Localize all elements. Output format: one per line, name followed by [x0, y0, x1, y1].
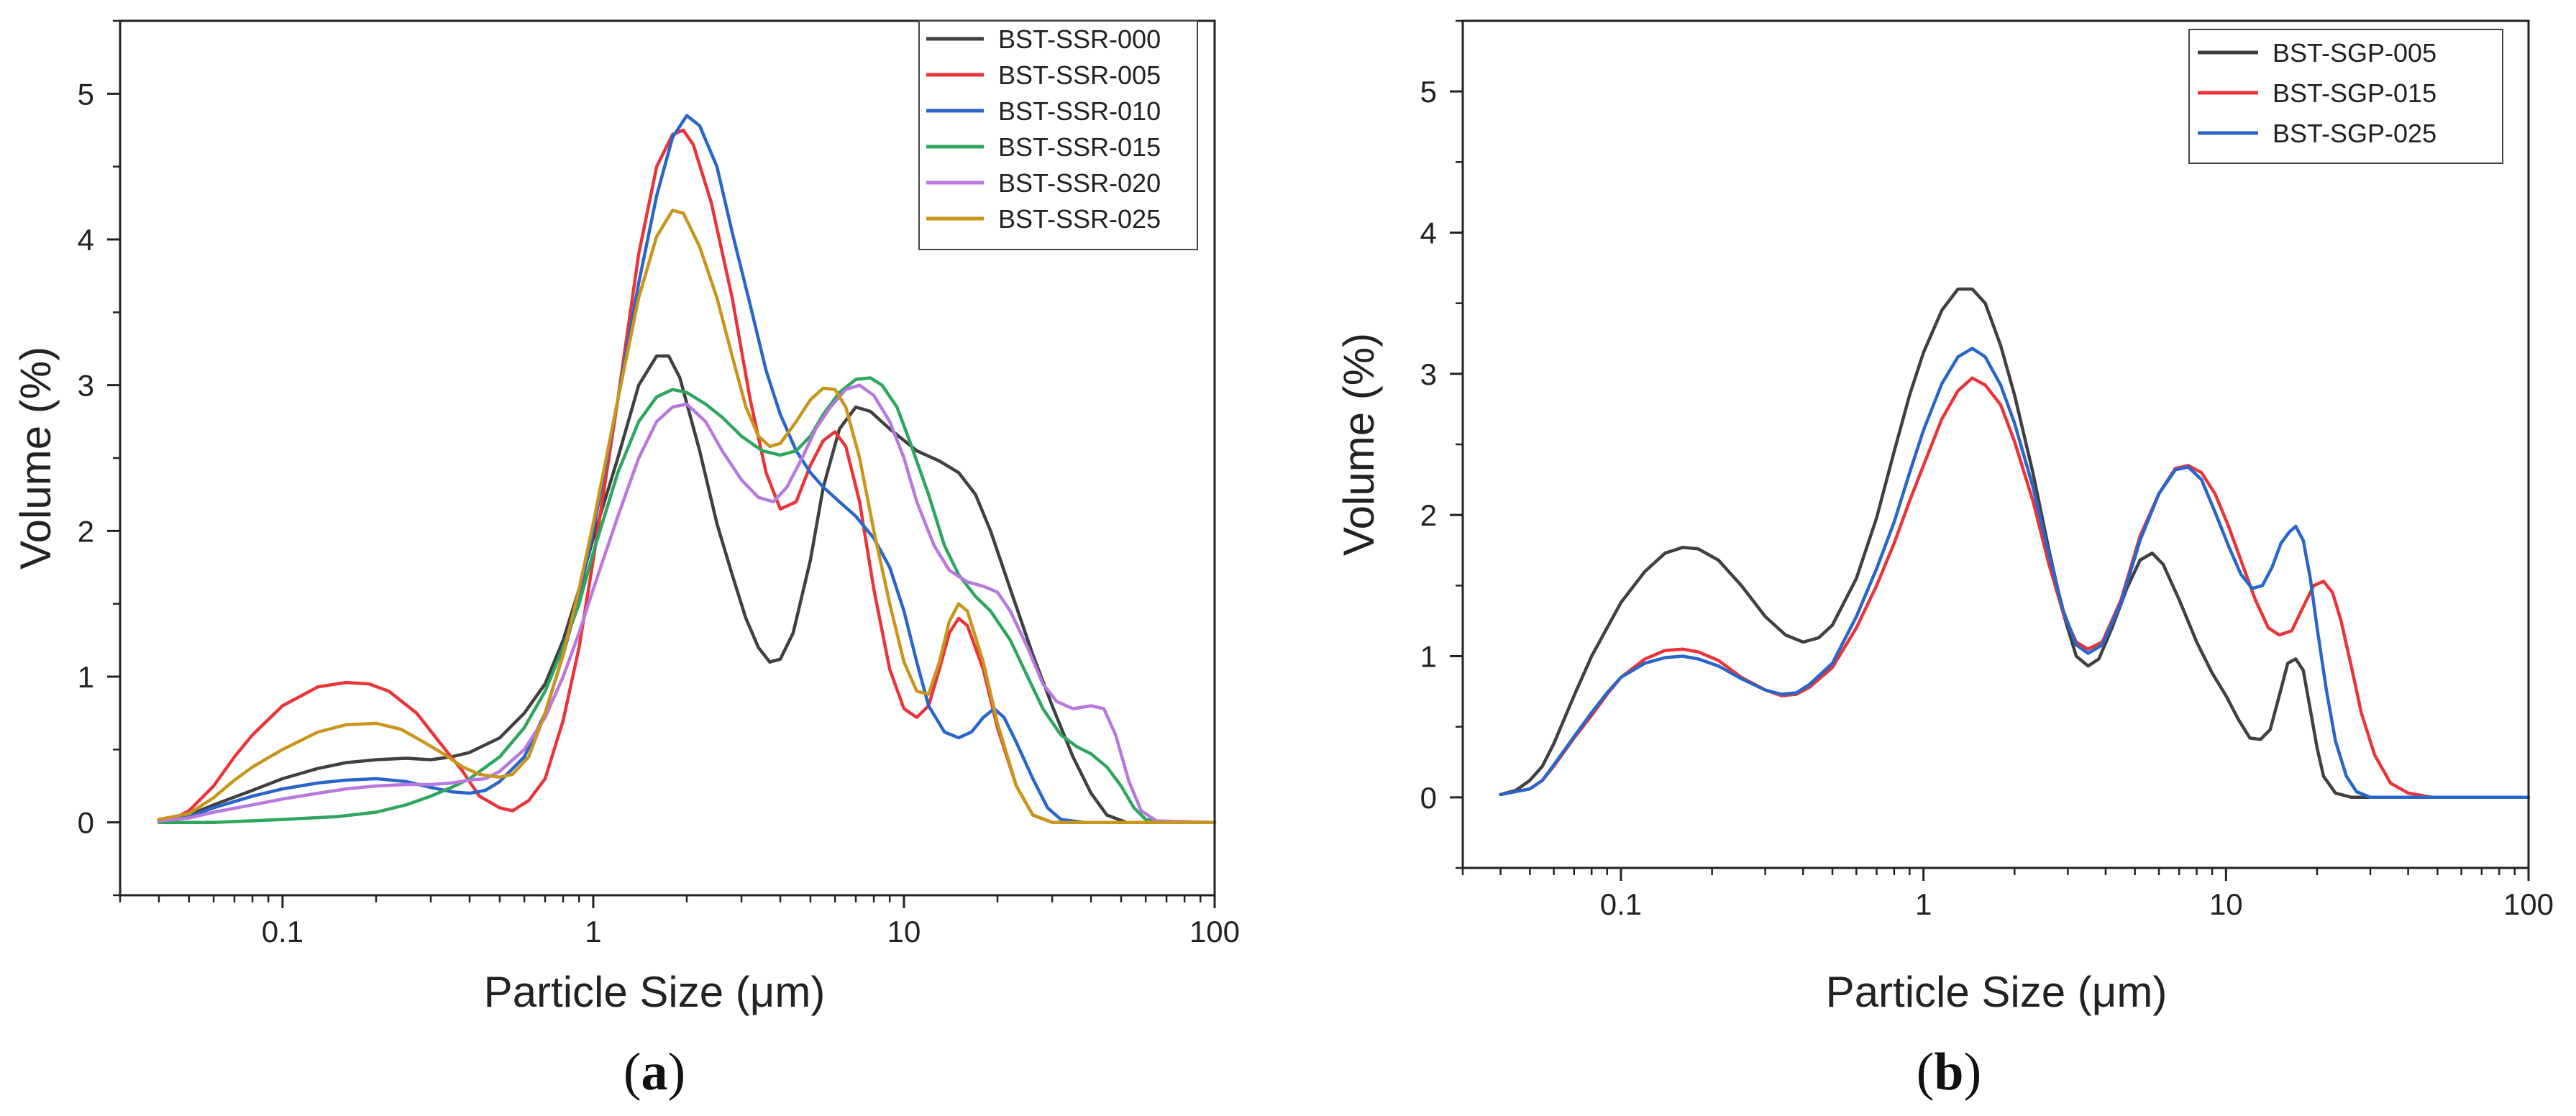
- x-axis-title-a: Particle Size (μm): [484, 968, 826, 1016]
- legend-label: BST-SSR-015: [998, 132, 1161, 162]
- panel-letter-b: b: [1934, 1043, 1963, 1102]
- legend-label: BST-SGP-005: [2273, 38, 2436, 68]
- axis-ticks-b: 0.1 1 10 100 0 1 2 3 4 5: [1420, 19, 2554, 921]
- series-line-bst-ssr-000: [157, 354, 1217, 824]
- x-tick-label: 1: [585, 915, 601, 948]
- legend-label: BST-SSR-005: [998, 60, 1161, 90]
- series-line-bst-ssr-015: [157, 376, 1217, 824]
- panel-label-b: (b): [1917, 1043, 1981, 1102]
- legend-label: BST-SGP-015: [2273, 78, 2436, 108]
- legend-b: BST-SGP-005 BST-SGP-015 BST-SGP-025: [2188, 29, 2503, 164]
- series-line-bst-ssr-020: [157, 383, 1217, 824]
- y-tick-label: 2: [78, 514, 94, 548]
- panel-label-a: (a): [624, 1043, 685, 1102]
- axis-ticks-a: 0.1 1 10 100 0 1 2 3 4 5: [78, 19, 1240, 948]
- y-tick-label: 0: [1420, 781, 1437, 815]
- panel-letter-a: a: [641, 1043, 668, 1102]
- chart-panel-b: 0.1 1 10 100 0 1 2 3 4 5 Particle Size (μm) Volum…: [1335, 19, 2554, 1102]
- series-line-bst-ssr-005: [157, 128, 1217, 824]
- x-tick-label: 10: [887, 915, 921, 948]
- y-axis-title-b: Volume (%): [1335, 333, 1383, 556]
- x-tick-label: 1: [1915, 887, 1932, 921]
- legend-label: BST-SGP-025: [2273, 119, 2436, 148]
- legend-box-a: [918, 20, 1198, 250]
- series-line-bst-ssr-025: [157, 209, 1217, 824]
- legend-a: BST-SSR-000 BST-SSR-005 BST-SSR-010 BST-SSR…: [918, 20, 1198, 250]
- x-tick-label: 10: [2209, 887, 2243, 921]
- y-tick-label: 2: [1420, 498, 1437, 532]
- y-tick-label: 5: [1420, 75, 1437, 109]
- x-tick-label: 100: [1189, 915, 1240, 948]
- series-group-b: [1499, 287, 2531, 800]
- legend-label: BST-SSR-025: [998, 204, 1161, 234]
- y-tick-label: 1: [1420, 640, 1437, 674]
- y-axis-title-a: Volume (%): [12, 347, 60, 570]
- y-tick-label: 3: [1420, 357, 1437, 391]
- legend-label: BST-SSR-010: [998, 96, 1161, 126]
- chart-panel-a: 0.1 1 10 100 0 1 2 3 4 5 Particle Size (μm) Volum…: [12, 19, 1240, 1102]
- y-tick-label: 4: [78, 223, 94, 257]
- x-axis-title-b: Particle Size (μm): [1826, 968, 2168, 1016]
- x-tick-label: 0.1: [262, 915, 303, 948]
- series-line-bst-sgp-005: [1499, 287, 2531, 800]
- y-tick-label: 3: [78, 369, 94, 403]
- y-tick-label: 1: [78, 660, 94, 694]
- series-line-bst-sgp-025: [1499, 347, 2531, 800]
- y-tick-label: 4: [1420, 216, 1437, 250]
- series-group-a: [157, 114, 1217, 824]
- series-line-bst-sgp-015: [1499, 376, 2531, 800]
- y-tick-label: 0: [78, 806, 94, 840]
- y-tick-label: 5: [78, 77, 94, 111]
- legend-label: BST-SSR-000: [998, 24, 1161, 54]
- x-tick-label: 100: [2503, 887, 2554, 921]
- x-tick-label: 0.1: [1600, 887, 1642, 921]
- legend-label: BST-SSR-020: [998, 168, 1161, 198]
